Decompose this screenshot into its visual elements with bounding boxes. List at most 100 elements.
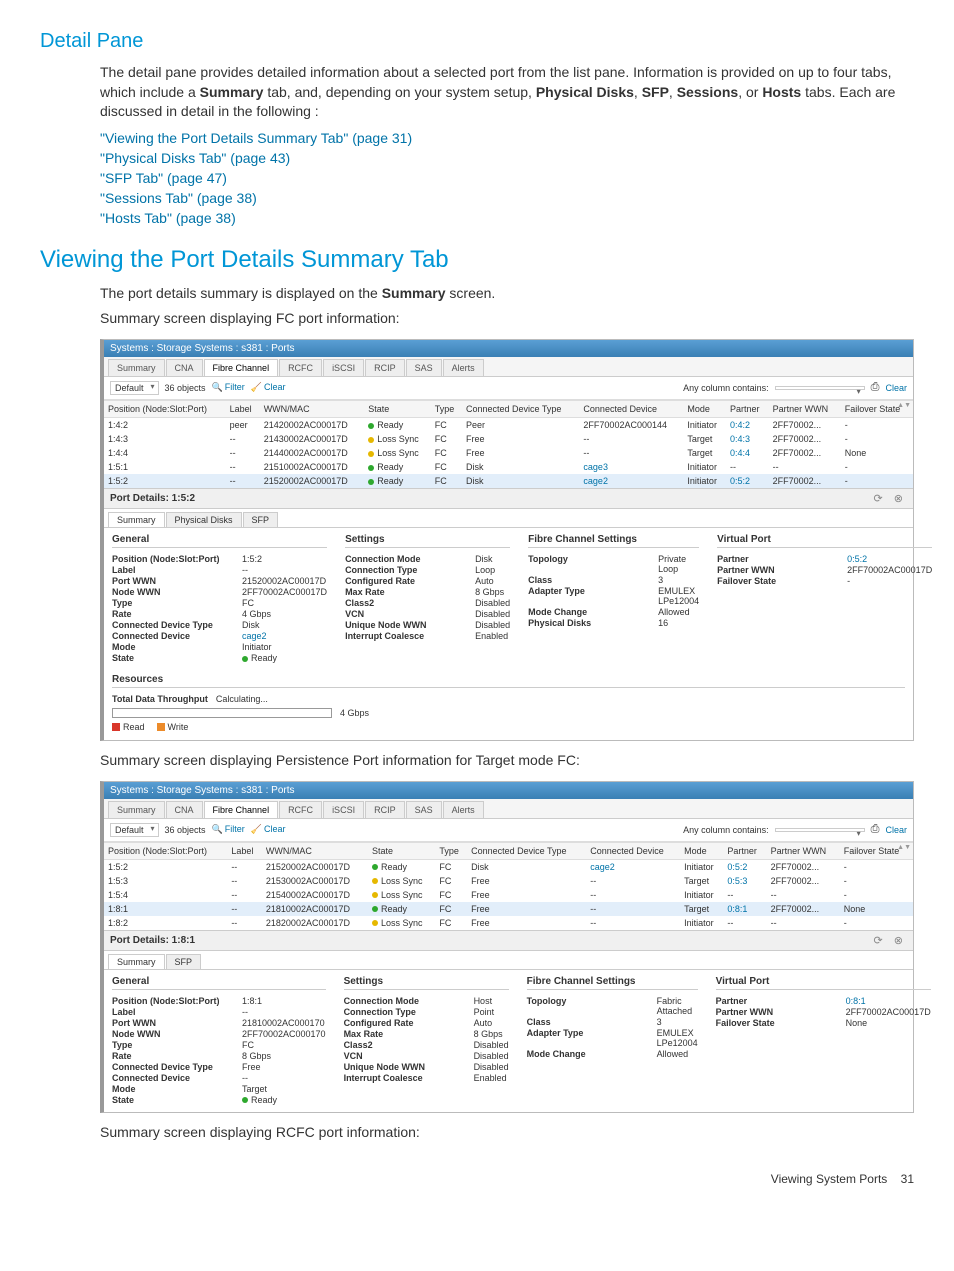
column-header[interactable]: Connected Device Type [462,400,579,417]
table-row[interactable]: 1:4:3--21430002AC00017DLoss SyncFCFree--… [104,432,913,446]
tab-rcfc[interactable]: RCFC [279,801,322,818]
column-header[interactable]: Failover State [841,400,913,417]
kv-value: Disabled [474,1040,509,1050]
xref-link[interactable]: "Hosts Tab" (page 38) [100,210,914,226]
table-cell: Target [683,446,726,460]
table-cell: 2FF70002... [767,859,840,874]
column-header[interactable]: Partner WWN [769,400,841,417]
kv-value: 4 Gbps [242,609,327,619]
column-header[interactable]: Label [227,842,262,859]
port-details-icons[interactable]: ⟳ ⊗ [874,934,908,947]
column-header[interactable]: WWN/MAC [262,842,368,859]
table-cell: 0:4:2 [726,417,769,432]
column-header[interactable]: Partner WWN [767,842,840,859]
table-row[interactable]: 1:5:1--21510002AC00017DReadyFCDiskcage3I… [104,460,913,474]
column-header[interactable]: Partner [726,400,769,417]
column-header[interactable]: Type [435,842,467,859]
clear-link[interactable]: Clear [251,824,286,835]
subtab-physical-disks[interactable]: Physical Disks [166,512,242,527]
tab-alerts[interactable]: Alerts [443,801,484,818]
xref-link[interactable]: "Sessions Tab" (page 38) [100,190,914,206]
column-header[interactable]: State [364,400,430,417]
filter-link[interactable]: Filter [212,824,245,835]
table-cell: -- [226,474,260,488]
table-cell: 21820002AC00017D [262,916,368,930]
table-cell: - [840,916,913,930]
column-header[interactable]: Connected Device [586,842,680,859]
xref-link[interactable]: "Viewing the Port Details Summary Tab" (… [100,130,914,146]
table-row[interactable]: 1:4:4--21440002AC00017DLoss SyncFCFree--… [104,446,913,460]
column-header[interactable]: State [368,842,435,859]
port-details-icons[interactable]: ⟳ ⊗ [874,492,908,505]
tab-summary[interactable]: Summary [108,801,165,818]
kv-row: Connection TypeLoop [345,565,510,575]
filter-link[interactable]: Filter [212,382,245,393]
table-cell: 21430002AC00017D [260,432,365,446]
tab-cna[interactable]: CNA [166,801,203,818]
tab-sas[interactable]: SAS [406,801,442,818]
table-cell: 2FF70002... [769,446,841,460]
table-row[interactable]: 1:8:2--21820002AC00017DLoss SyncFCFree--… [104,916,913,930]
tab-cna[interactable]: CNA [166,359,203,376]
main-tabs: SummaryCNAFibre ChannelRCFCiSCSIRCIPSASA… [104,357,913,377]
table-row[interactable]: 1:5:2--21520002AC00017DReadyFCDiskcage2I… [104,474,913,488]
column-header[interactable]: Label [226,400,260,417]
clear-search-link[interactable]: Clear [885,383,907,393]
subtab-sfp[interactable]: SFP [166,954,202,969]
tab-iscsi[interactable]: iSCSI [323,359,364,376]
kv-key: Class2 [345,598,475,608]
table-cell: Ready [364,474,430,488]
column-header[interactable]: Connected Device [579,400,683,417]
export-icon[interactable] [871,381,880,394]
subtab-summary[interactable]: Summary [108,954,165,969]
tab-alerts[interactable]: Alerts [443,359,484,376]
column-header[interactable]: WWN/MAC [260,400,365,417]
tab-rcfc[interactable]: RCFC [279,359,322,376]
caption-1: Summary screen displaying FC port inform… [100,309,914,329]
table-row[interactable]: 1:5:2--21520002AC00017DReadyFCDiskcage2I… [104,859,913,874]
caption-3: Summary screen displaying RCFC port info… [100,1123,914,1143]
column-header[interactable]: Position (Node:Slot:Port) [104,842,227,859]
export-icon[interactable] [871,823,880,836]
column-header[interactable]: Type [431,400,462,417]
kv-key: Port WWN [112,576,242,586]
tab-iscsi[interactable]: iSCSI [323,801,364,818]
table-cell: - [840,859,913,874]
column-header[interactable]: Position (Node:Slot:Port) [104,400,226,417]
kv-key: Failover State [716,1018,846,1028]
tab-sas[interactable]: SAS [406,359,442,376]
search-input[interactable] [775,386,865,390]
kv-value: EMULEX LPe12004 [658,586,699,606]
kv-value: Disk [242,620,327,630]
view-dropdown[interactable]: Default [110,381,159,395]
kv-key: Adapter Type [528,586,658,606]
detail-pane-links: "Viewing the Port Details Summary Tab" (… [100,130,914,226]
xref-link[interactable]: "SFP Tab" (page 47) [100,170,914,186]
column-header[interactable]: Failover State [840,842,913,859]
subtab-summary[interactable]: Summary [108,512,165,527]
clear-search-link[interactable]: Clear [885,825,907,835]
tab-fibre-channel[interactable]: Fibre Channel [204,801,279,818]
search-input[interactable] [775,828,865,832]
column-header[interactable]: Partner [723,842,766,859]
kv-key: Mode Change [527,1049,657,1059]
table-row[interactable]: 1:4:2peer21420002AC00017DReadyFCPeer2FF7… [104,417,913,432]
column-header[interactable]: Connected Device Type [467,842,586,859]
view-dropdown[interactable]: Default [110,823,159,837]
column-header[interactable]: Mode [683,400,726,417]
clear-link[interactable]: Clear [251,382,286,393]
table-row[interactable]: 1:8:1--21810002AC00017DReadyFCFree--Targ… [104,902,913,916]
column-header[interactable]: Mode [680,842,723,859]
tab-fibre-channel[interactable]: Fibre Channel [204,359,279,376]
table-row[interactable]: 1:5:3--21530002AC00017DLoss SyncFCFree--… [104,874,913,888]
table-row[interactable]: 1:5:4--21540002AC00017DLoss SyncFCFree--… [104,888,913,902]
tab-summary[interactable]: Summary [108,359,165,376]
kv-row: TopologyFabric Attached [527,996,698,1016]
xref-link[interactable]: "Physical Disks Tab" (page 43) [100,150,914,166]
tab-rcip[interactable]: RCIP [365,359,405,376]
kv-key: Unique Node WWN [344,1062,474,1072]
subtab-sfp[interactable]: SFP [243,512,279,527]
table-cell: -- [767,888,840,902]
kv-row: StateReady [112,653,327,663]
tab-rcip[interactable]: RCIP [365,801,405,818]
